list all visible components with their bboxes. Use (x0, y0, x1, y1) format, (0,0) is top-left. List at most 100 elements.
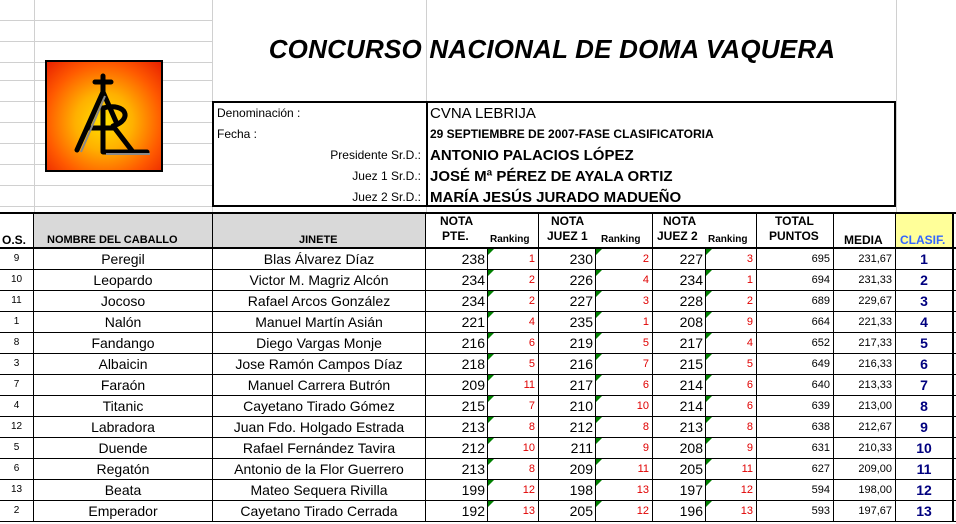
ranking-juez1-cell: 8 (596, 417, 653, 437)
header-os: O.S. (2, 233, 27, 247)
comment-marker-icon (488, 396, 494, 402)
media-cell: 210,33 (834, 438, 896, 458)
os-cell: 6 (0, 459, 34, 479)
comment-marker-icon (488, 312, 494, 318)
nota-juez2-cell: 213 (653, 417, 706, 437)
rider-name-cell: Rafael Fernández Tavira (213, 438, 426, 458)
rider-name-cell: Rafael Arcos González (213, 291, 426, 311)
clasif-cell: 13 (896, 501, 954, 521)
comment-marker-icon (488, 354, 494, 360)
table-header: O.S. NOMBRE DEL CABALLO JINETE NOTA PTE.… (0, 212, 956, 249)
ranking-pte-cell: 8 (488, 459, 539, 479)
comment-marker-icon (706, 396, 712, 402)
header-juez2: JUEZ 2 (657, 229, 698, 243)
ranking-juez1-cell: 9 (596, 438, 653, 458)
horse-name-cell: Albaicin (34, 354, 213, 374)
horse-name-cell: Jocoso (34, 291, 213, 311)
header-ranking-3: Ranking (708, 234, 748, 245)
ranking-pte-cell: 2 (488, 291, 539, 311)
table-row: 5 Duende Rafael Fernández Tavira 212 10 211 9 2… (0, 438, 956, 459)
presidente-value: ANTONIO PALACIOS LÓPEZ (430, 147, 634, 164)
ranking-juez1-cell: 10 (596, 396, 653, 416)
comment-marker-icon (488, 438, 494, 444)
header-juez1: JUEZ 1 (547, 229, 588, 243)
media-cell: 212,67 (834, 417, 896, 437)
nota-pte-cell: 209 (426, 375, 488, 395)
clasif-cell: 6 (896, 354, 954, 374)
ar-logo-icon (45, 60, 163, 172)
ranking-pte-cell: 4 (488, 312, 539, 332)
nota-pte-cell: 192 (426, 501, 488, 521)
ranking-juez2-cell: 2 (706, 291, 757, 311)
media-cell: 231,33 (834, 270, 896, 290)
total-points-cell: 689 (757, 291, 834, 311)
nota-juez1-cell: 235 (539, 312, 596, 332)
media-cell: 221,33 (834, 312, 896, 332)
rider-name-cell: Manuel Martín Asián (213, 312, 426, 332)
ranking-juez2-cell: 1 (706, 270, 757, 290)
comment-marker-icon (706, 249, 712, 255)
media-cell: 209,00 (834, 459, 896, 479)
nota-juez1-cell: 212 (539, 417, 596, 437)
table-row: 2 Emperador Cayetano Tirado Cerrada 192 13 20… (0, 501, 956, 522)
nota-pte-cell: 215 (426, 396, 488, 416)
comment-marker-icon (596, 249, 602, 255)
header-nota-pte: NOTA (440, 214, 474, 228)
comment-marker-icon (488, 270, 494, 276)
horse-name-cell: Faraón (34, 375, 213, 395)
clasif-cell: 10 (896, 438, 954, 458)
total-points-cell: 631 (757, 438, 834, 458)
media-cell: 213,33 (834, 375, 896, 395)
total-points-cell: 627 (757, 459, 834, 479)
clasif-cell: 3 (896, 291, 954, 311)
table-row: 12 Labradora Juan Fdo. Holgado Estrada 213 8… (0, 417, 956, 438)
comment-marker-icon (488, 501, 494, 507)
juez2-value: MARÍA JESÚS JURADO MADUEÑO (430, 189, 682, 206)
ranking-pte-cell: 6 (488, 333, 539, 353)
os-cell: 10 (0, 270, 34, 290)
nota-juez1-cell: 230 (539, 249, 596, 269)
clasif-cell: 5 (896, 333, 954, 353)
comment-marker-icon (488, 249, 494, 255)
comment-marker-icon (706, 291, 712, 297)
ranking-juez1-cell: 11 (596, 459, 653, 479)
comment-marker-icon (596, 375, 602, 381)
nota-juez1-cell: 217 (539, 375, 596, 395)
comment-marker-icon (596, 354, 602, 360)
media-cell: 213,00 (834, 396, 896, 416)
ranking-juez2-cell: 12 (706, 480, 757, 500)
nota-juez2-cell: 197 (653, 480, 706, 500)
nota-pte-cell: 199 (426, 480, 488, 500)
horse-name-cell: Emperador (34, 501, 213, 521)
ranking-juez2-cell: 8 (706, 417, 757, 437)
table-row: 13 Beata Mateo Sequera Rivilla 199 12 198 13 19… (0, 480, 956, 501)
nota-pte-cell: 213 (426, 417, 488, 437)
total-points-cell: 664 (757, 312, 834, 332)
ranking-juez2-cell: 5 (706, 354, 757, 374)
comment-marker-icon (706, 354, 712, 360)
table-row: 1 Nalón Manuel Martín Asián 221 4 235 1 208 9 664… (0, 312, 956, 333)
os-cell: 2 (0, 501, 34, 521)
nota-juez2-cell: 208 (653, 312, 706, 332)
horse-name-cell: Nalón (34, 312, 213, 332)
nota-pte-cell: 221 (426, 312, 488, 332)
media-cell: 216,33 (834, 354, 896, 374)
ranking-pte-cell: 12 (488, 480, 539, 500)
header-puntos: PUNTOS (769, 229, 819, 243)
clasif-cell: 11 (896, 459, 954, 479)
rider-name-cell: Cayetano Tirado Cerrada (213, 501, 426, 521)
clasif-cell: 1 (896, 249, 954, 269)
nota-juez2-cell: 215 (653, 354, 706, 374)
comment-marker-icon (596, 501, 602, 507)
juez1-label: Juez 1 Sr.D.: (352, 169, 421, 183)
header-clasif: CLASIF. (900, 233, 946, 247)
os-cell: 4 (0, 396, 34, 416)
ranking-juez1-cell: 12 (596, 501, 653, 521)
nota-juez1-cell: 198 (539, 480, 596, 500)
comment-marker-icon (706, 270, 712, 276)
nota-juez2-cell: 205 (653, 459, 706, 479)
header-pte: PTE. (442, 229, 469, 243)
ranking-juez1-cell: 7 (596, 354, 653, 374)
nota-pte-cell: 238 (426, 249, 488, 269)
ranking-pte-cell: 10 (488, 438, 539, 458)
